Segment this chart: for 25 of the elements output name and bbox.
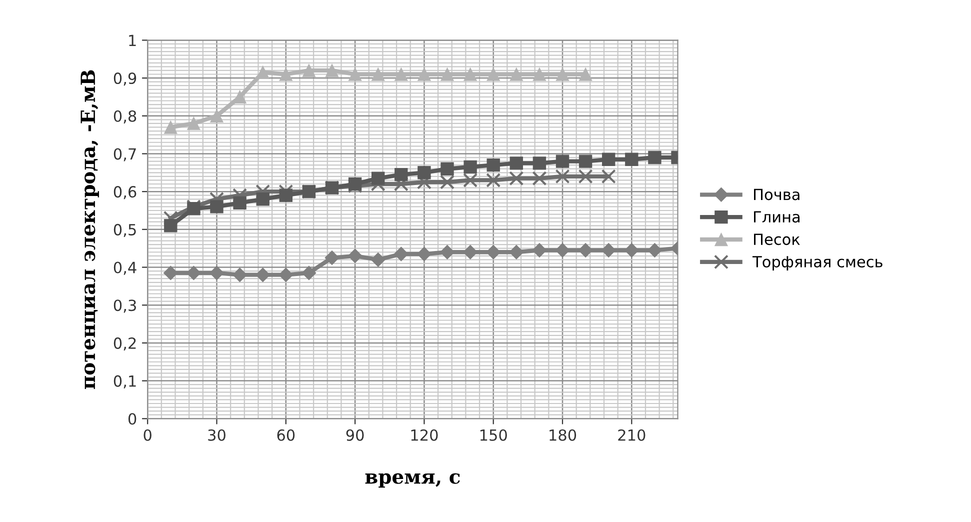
x-tick-label: 150 xyxy=(480,429,507,441)
x-tick-label: 30 xyxy=(208,429,226,441)
x-tick-label: 90 xyxy=(346,429,364,441)
x-tick-label: 180 xyxy=(550,429,576,441)
y-tick-label: 0,8 xyxy=(114,110,136,124)
y-tick-label: 0,9 xyxy=(114,72,136,86)
y-tick-label: 0,3 xyxy=(114,300,136,313)
y-tick-label: 0,2 xyxy=(114,337,136,351)
legend-label: Почва xyxy=(754,188,800,200)
y-axis-title: потенциал электрода, -E,мВ xyxy=(80,70,99,389)
y-tick-label: 0,4 xyxy=(114,262,136,275)
legend-label: Песок xyxy=(754,234,800,246)
y-tick-label: 0,6 xyxy=(114,186,136,200)
x-tick-label: 210 xyxy=(618,429,646,441)
legend-label: Глина xyxy=(754,211,800,223)
y-tick-label: 0,7 xyxy=(114,148,136,162)
y-tick-label: 1 xyxy=(129,34,136,46)
y-tick-label: 0,5 xyxy=(114,224,136,237)
y-tick-label: 0 xyxy=(128,413,136,425)
x-tick-label: 120 xyxy=(411,429,438,441)
x-tick-label: 60 xyxy=(277,429,295,441)
legend-label: Торфяная смесь xyxy=(752,256,882,270)
x-tick-label: 0 xyxy=(144,429,152,441)
x-axis-title: время, с xyxy=(365,473,460,488)
y-tick-label: 0,1 xyxy=(114,375,136,388)
